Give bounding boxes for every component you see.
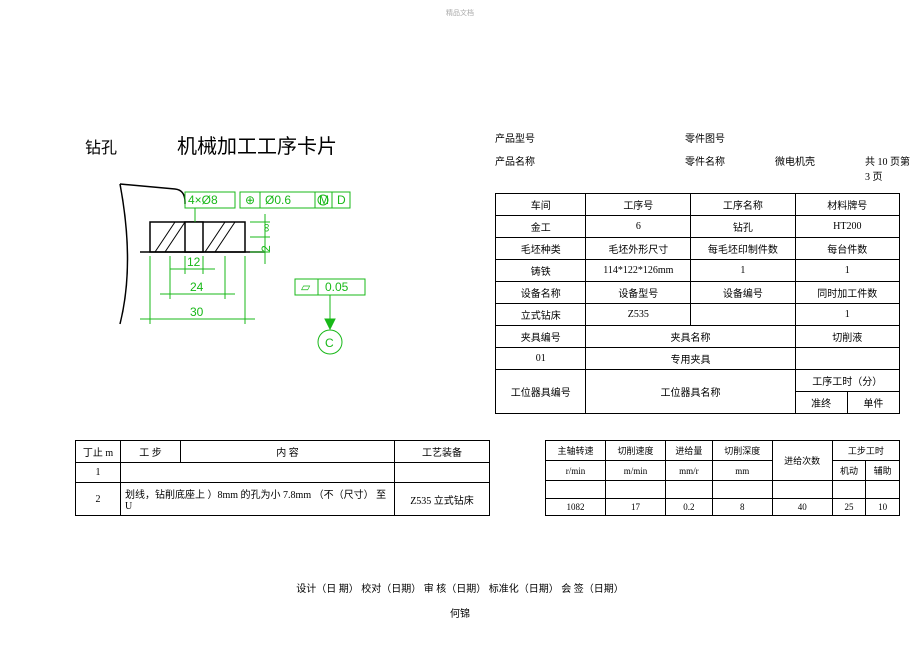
title-card: 机械加工工序卡片 [177, 130, 337, 159]
svg-text:⊕: ⊕ [245, 193, 255, 207]
signature-line: 设计（日 期） 校对（日期） 审 核（日期） 标准化（日期） 会 签（日期） [296, 580, 624, 595]
svg-text:12: 12 [187, 255, 201, 269]
right-column: 产品型号 零件图号 产品名称 零件名称 微电机壳 共 10 页第 3 页 车间工… [495, 130, 900, 414]
title-row: 钻孔 机械加工工序卡片 [85, 130, 485, 159]
technical-drawing: 4×Ø8 ⊕ Ø0.6 M D 12 [115, 174, 435, 374]
step-table: 丁止 m 工 步 内 容 工艺装备 1 2 划线，钻削底座上 ）8mm 的孔为小… [75, 440, 490, 516]
svg-text:C: C [325, 336, 334, 350]
param-table: 主轴转速 切削速度 进给量 切削深度 进给次数 工步工时 r/min m/min… [545, 440, 900, 516]
step-table-section: 丁止 m 工 步 内 容 工艺装备 1 2 划线，钻削底座上 ）8mm 的孔为小… [75, 440, 490, 516]
product-info: 产品型号 零件图号 产品名称 零件名称 微电机壳 共 10 页第 3 页 [495, 130, 900, 183]
svg-text:2: 2 [259, 245, 273, 252]
svg-text:0.05: 0.05 [325, 280, 349, 294]
watermark: 精品文档 [446, 8, 474, 18]
footer: 设计（日 期） 校对（日期） 审 核（日期） 标准化（日期） 会 签（日期） 何… [296, 580, 624, 620]
label-model: 产品型号 [495, 130, 545, 145]
designer-name: 何锦 [296, 605, 624, 620]
svg-text:D: D [337, 193, 346, 207]
title-operation: 钻孔 [85, 134, 117, 158]
table-row: 1082 17 0.2 8 40 25 10 [546, 499, 900, 516]
param-table-section: 主轴转速 切削速度 进给量 切削深度 进给次数 工步工时 r/min m/min… [545, 440, 900, 516]
left-column: 钻孔 机械加工工序卡片 4×Ø8 [85, 130, 485, 374]
label-drawing-no: 零件图号 [685, 130, 735, 145]
label-part-name: 零件名称 [685, 153, 735, 183]
table-row: 1 [76, 463, 490, 483]
svg-text:Ø0.6: Ø0.6 [265, 193, 291, 207]
svg-text:∞: ∞ [259, 223, 273, 232]
value-page: 共 10 页第 3 页 [865, 153, 915, 183]
spec-table: 车间工序号工序名称材料牌号 金工6钻孔HT200 毛坯种类毛坯外形尺寸每毛坯印制… [495, 193, 900, 414]
table-row: 2 划线，钻削底座上 ）8mm 的孔为小 7.8mm （不（尺寸） 至U Z53… [76, 483, 490, 516]
svg-text:▱: ▱ [301, 280, 311, 294]
value-part-name: 微电机壳 [775, 153, 825, 183]
hole-callout: 4×Ø8 [188, 193, 218, 207]
label-product-name: 产品名称 [495, 153, 545, 183]
svg-text:M: M [319, 193, 329, 207]
svg-text:30: 30 [190, 305, 204, 319]
svg-text:24: 24 [190, 280, 204, 294]
